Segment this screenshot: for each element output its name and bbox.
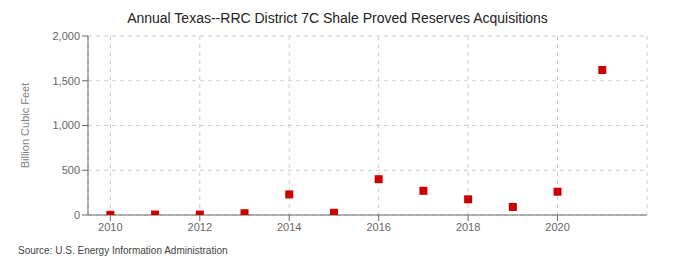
svg-text:1,500: 1,500 bbox=[52, 75, 80, 87]
svg-text:500: 500 bbox=[62, 164, 80, 176]
svg-text:2016: 2016 bbox=[366, 221, 390, 233]
html-text:Annual Texas--RRC District 7C: Annual Texas--RRC District 7C Shale Prov… bbox=[127, 10, 548, 26]
svg-text:2018: 2018 bbox=[456, 221, 480, 233]
svg-text:2020: 2020 bbox=[545, 221, 569, 233]
html-text:Source: U.S. Energy Informatio: Source: U.S. Energy Information Administ… bbox=[18, 245, 228, 256]
svg-text:2012: 2012 bbox=[188, 221, 212, 233]
svg-text:2014: 2014 bbox=[277, 221, 301, 233]
svg-text:Billion Cubic Feet: Billion Cubic Feet bbox=[19, 83, 31, 169]
svg-text:1,000: 1,000 bbox=[52, 119, 80, 131]
svg-text:2010: 2010 bbox=[98, 221, 122, 233]
svg-text:0: 0 bbox=[74, 209, 80, 221]
svg-text:2,000: 2,000 bbox=[52, 30, 80, 42]
